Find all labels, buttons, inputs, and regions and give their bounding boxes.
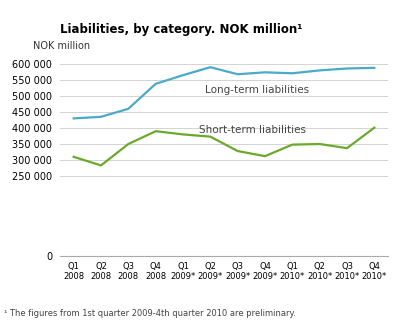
Text: NOK million: NOK million bbox=[33, 41, 90, 51]
Text: Short-term liabilities: Short-term liabilities bbox=[199, 125, 306, 135]
Text: Long-term liabilities: Long-term liabilities bbox=[205, 85, 309, 95]
Text: ¹ The figures from 1st quarter 2009-4th quarter 2010 are preliminary.: ¹ The figures from 1st quarter 2009-4th … bbox=[4, 309, 296, 318]
Text: Liabilities, by category. NOK million¹: Liabilities, by category. NOK million¹ bbox=[60, 23, 302, 36]
